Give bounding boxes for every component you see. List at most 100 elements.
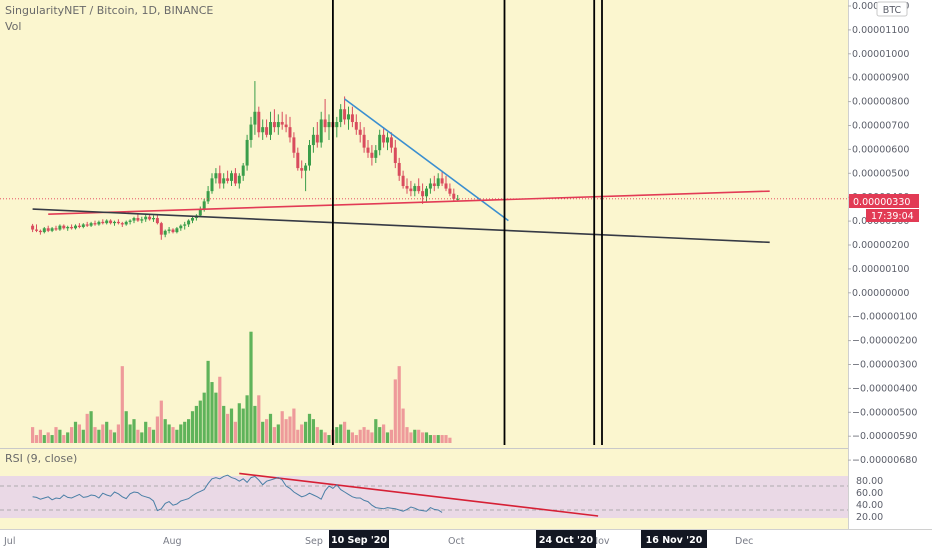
candle-body <box>171 229 175 233</box>
rsi-trendline <box>239 472 599 517</box>
volume-bar <box>66 432 70 443</box>
candle-body <box>50 228 54 231</box>
volume-bar <box>155 416 159 443</box>
volume-bar <box>253 405 257 443</box>
volume-bar <box>93 427 97 443</box>
candle-body <box>241 165 245 176</box>
currency-button-label: BTC <box>883 5 902 16</box>
volume-bar <box>249 331 253 443</box>
volume-bar <box>436 435 440 443</box>
candle-body <box>46 228 50 231</box>
volume-bar <box>190 411 195 443</box>
last-price-badge: 0.00000330 <box>849 194 919 208</box>
volume-bar <box>148 427 152 443</box>
price-tick-label: −0.00000300 <box>852 360 917 371</box>
time-label: Dec <box>735 536 753 547</box>
volume-bar <box>194 405 198 443</box>
rsi-axis-ticks: 80.0060.0040.0020.00 <box>856 476 883 523</box>
candlesticks[interactable] <box>31 81 460 240</box>
volume-bar <box>183 421 187 443</box>
volume-bar <box>175 429 179 443</box>
volume-bar <box>62 435 66 443</box>
candle-body <box>272 122 276 128</box>
date-callout-2-label: 24 Oct '20 <box>539 535 594 546</box>
candle-body <box>370 152 374 158</box>
volume-bar <box>428 435 432 443</box>
price-tick-label: 0.00000100 <box>852 264 909 275</box>
price-tick-label: 0.00001000 <box>852 49 909 60</box>
candle-body <box>413 186 417 192</box>
candle-body <box>58 225 62 230</box>
vertical-markers[interactable] <box>331 0 603 445</box>
volume-bar <box>179 424 183 443</box>
candle-body <box>226 178 230 181</box>
trendlines[interactable] <box>32 98 770 517</box>
volume-bar <box>288 416 292 443</box>
volume-bar <box>389 429 393 443</box>
candle-body <box>261 127 265 133</box>
candle-body <box>288 127 292 138</box>
candle-body <box>315 134 319 143</box>
volume-bar <box>77 424 81 443</box>
price-tick-label: 0.00000900 <box>852 73 909 84</box>
candle-body <box>444 183 448 189</box>
candle-body <box>440 178 444 184</box>
volume-label: Vol <box>5 20 21 33</box>
price-tick-label: −0.00000680 <box>852 455 917 466</box>
candle-body <box>42 228 46 233</box>
rsi-tick-label: 60.00 <box>856 488 883 499</box>
volume-bar <box>346 429 351 443</box>
date-callout-1: 10 Sep '20 <box>329 530 389 548</box>
price-tick-label: −0.00000200 <box>852 336 917 347</box>
currency-button[interactable]: BTC <box>876 1 908 17</box>
volume-bar <box>237 403 241 443</box>
candle-body <box>230 173 233 181</box>
candle-body <box>206 191 210 202</box>
candle-body <box>54 228 58 230</box>
volume-bar <box>187 419 191 443</box>
candle-body <box>374 150 378 158</box>
volume-bar <box>382 424 386 443</box>
volume-bar <box>97 429 101 443</box>
volume-bar <box>339 424 343 443</box>
volume-bar <box>81 429 85 443</box>
volume-bar <box>350 432 354 443</box>
candle-body <box>144 216 148 220</box>
date-callout-1-label: 10 Sep '20 <box>331 535 387 546</box>
volume-bar <box>54 427 58 443</box>
volume-bar <box>31 427 35 443</box>
main-pane-background <box>0 0 848 448</box>
last-price-badge-box <box>849 194 919 208</box>
rsi-line <box>32 474 443 513</box>
volume-bar <box>109 429 113 443</box>
volume-bar <box>105 421 109 443</box>
volume-bar <box>265 419 269 443</box>
candle-body <box>249 124 253 140</box>
candle-body <box>304 165 308 171</box>
volume-bar <box>268 413 273 443</box>
date-callout-3: 16 Nov '20 <box>641 530 707 548</box>
candle-body <box>276 122 280 128</box>
volume-bar <box>85 413 89 443</box>
date-callout-3-box <box>641 530 707 548</box>
chart-title: SingularityNET / Bitcoin, 1D, BINANCE <box>5 4 213 17</box>
volume-bar <box>89 411 93 443</box>
candle-body <box>319 119 323 143</box>
candle-body <box>284 124 288 128</box>
volume-bar <box>323 432 327 443</box>
volume-bar <box>362 427 366 443</box>
volume-bar <box>276 424 280 443</box>
time-axis-labels: Jul Aug Sep Oct Nov Dec <box>3 536 753 547</box>
volume-bar <box>38 429 42 443</box>
candle-body <box>280 122 284 125</box>
candle-body <box>70 226 74 229</box>
candle-body <box>85 224 89 226</box>
volume-bar <box>140 432 144 443</box>
volume-bar <box>335 427 339 443</box>
volume-bar <box>319 429 323 443</box>
volume-bar <box>417 429 421 443</box>
volume-bar <box>112 432 117 443</box>
volume-bar <box>210 382 214 443</box>
